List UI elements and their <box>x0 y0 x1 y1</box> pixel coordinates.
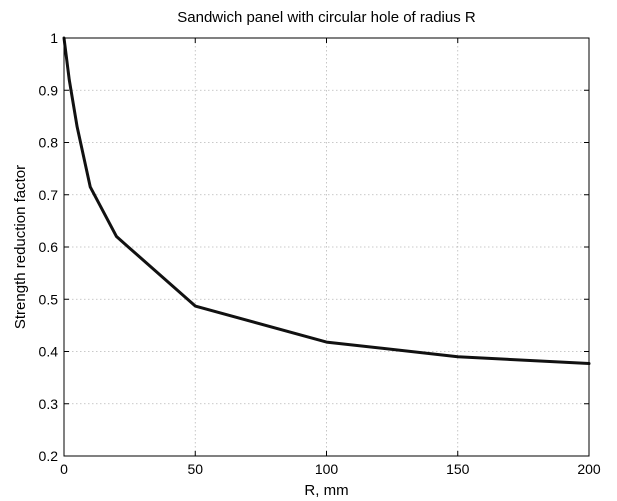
x-tick-label: 150 <box>446 461 470 477</box>
x-tick-label: 50 <box>187 461 203 477</box>
x-axis-title: R, mm <box>304 482 348 499</box>
y-tick-label: 0.7 <box>39 187 59 203</box>
y-tick-label: 0.9 <box>39 82 59 98</box>
y-tick-label: 0.3 <box>39 396 59 412</box>
series-line <box>62 36 591 366</box>
y-tick-label: 0.8 <box>39 135 59 151</box>
y-tick-label: 0.4 <box>39 344 59 360</box>
x-tick-label: 0 <box>60 461 68 477</box>
x-tick-label: 200 <box>577 461 601 477</box>
x-tick-label: 100 <box>315 461 339 477</box>
y-tick-label: 0.5 <box>39 291 59 307</box>
y-tick-label: 0.6 <box>39 239 59 255</box>
chart-title: Sandwich panel with circular hole of rad… <box>177 9 476 26</box>
y-axis-title: Strength reduction factor <box>12 165 29 329</box>
ticks: 0 50 100 150 200 0.2 0.3 0.4 0.5 0.6 0.7 0.8 0.9 1 <box>39 30 601 477</box>
grid <box>64 38 589 456</box>
y-tick-label: 1 <box>50 30 58 46</box>
series-layer <box>62 36 591 366</box>
y-tick-label: 0.2 <box>39 448 59 464</box>
